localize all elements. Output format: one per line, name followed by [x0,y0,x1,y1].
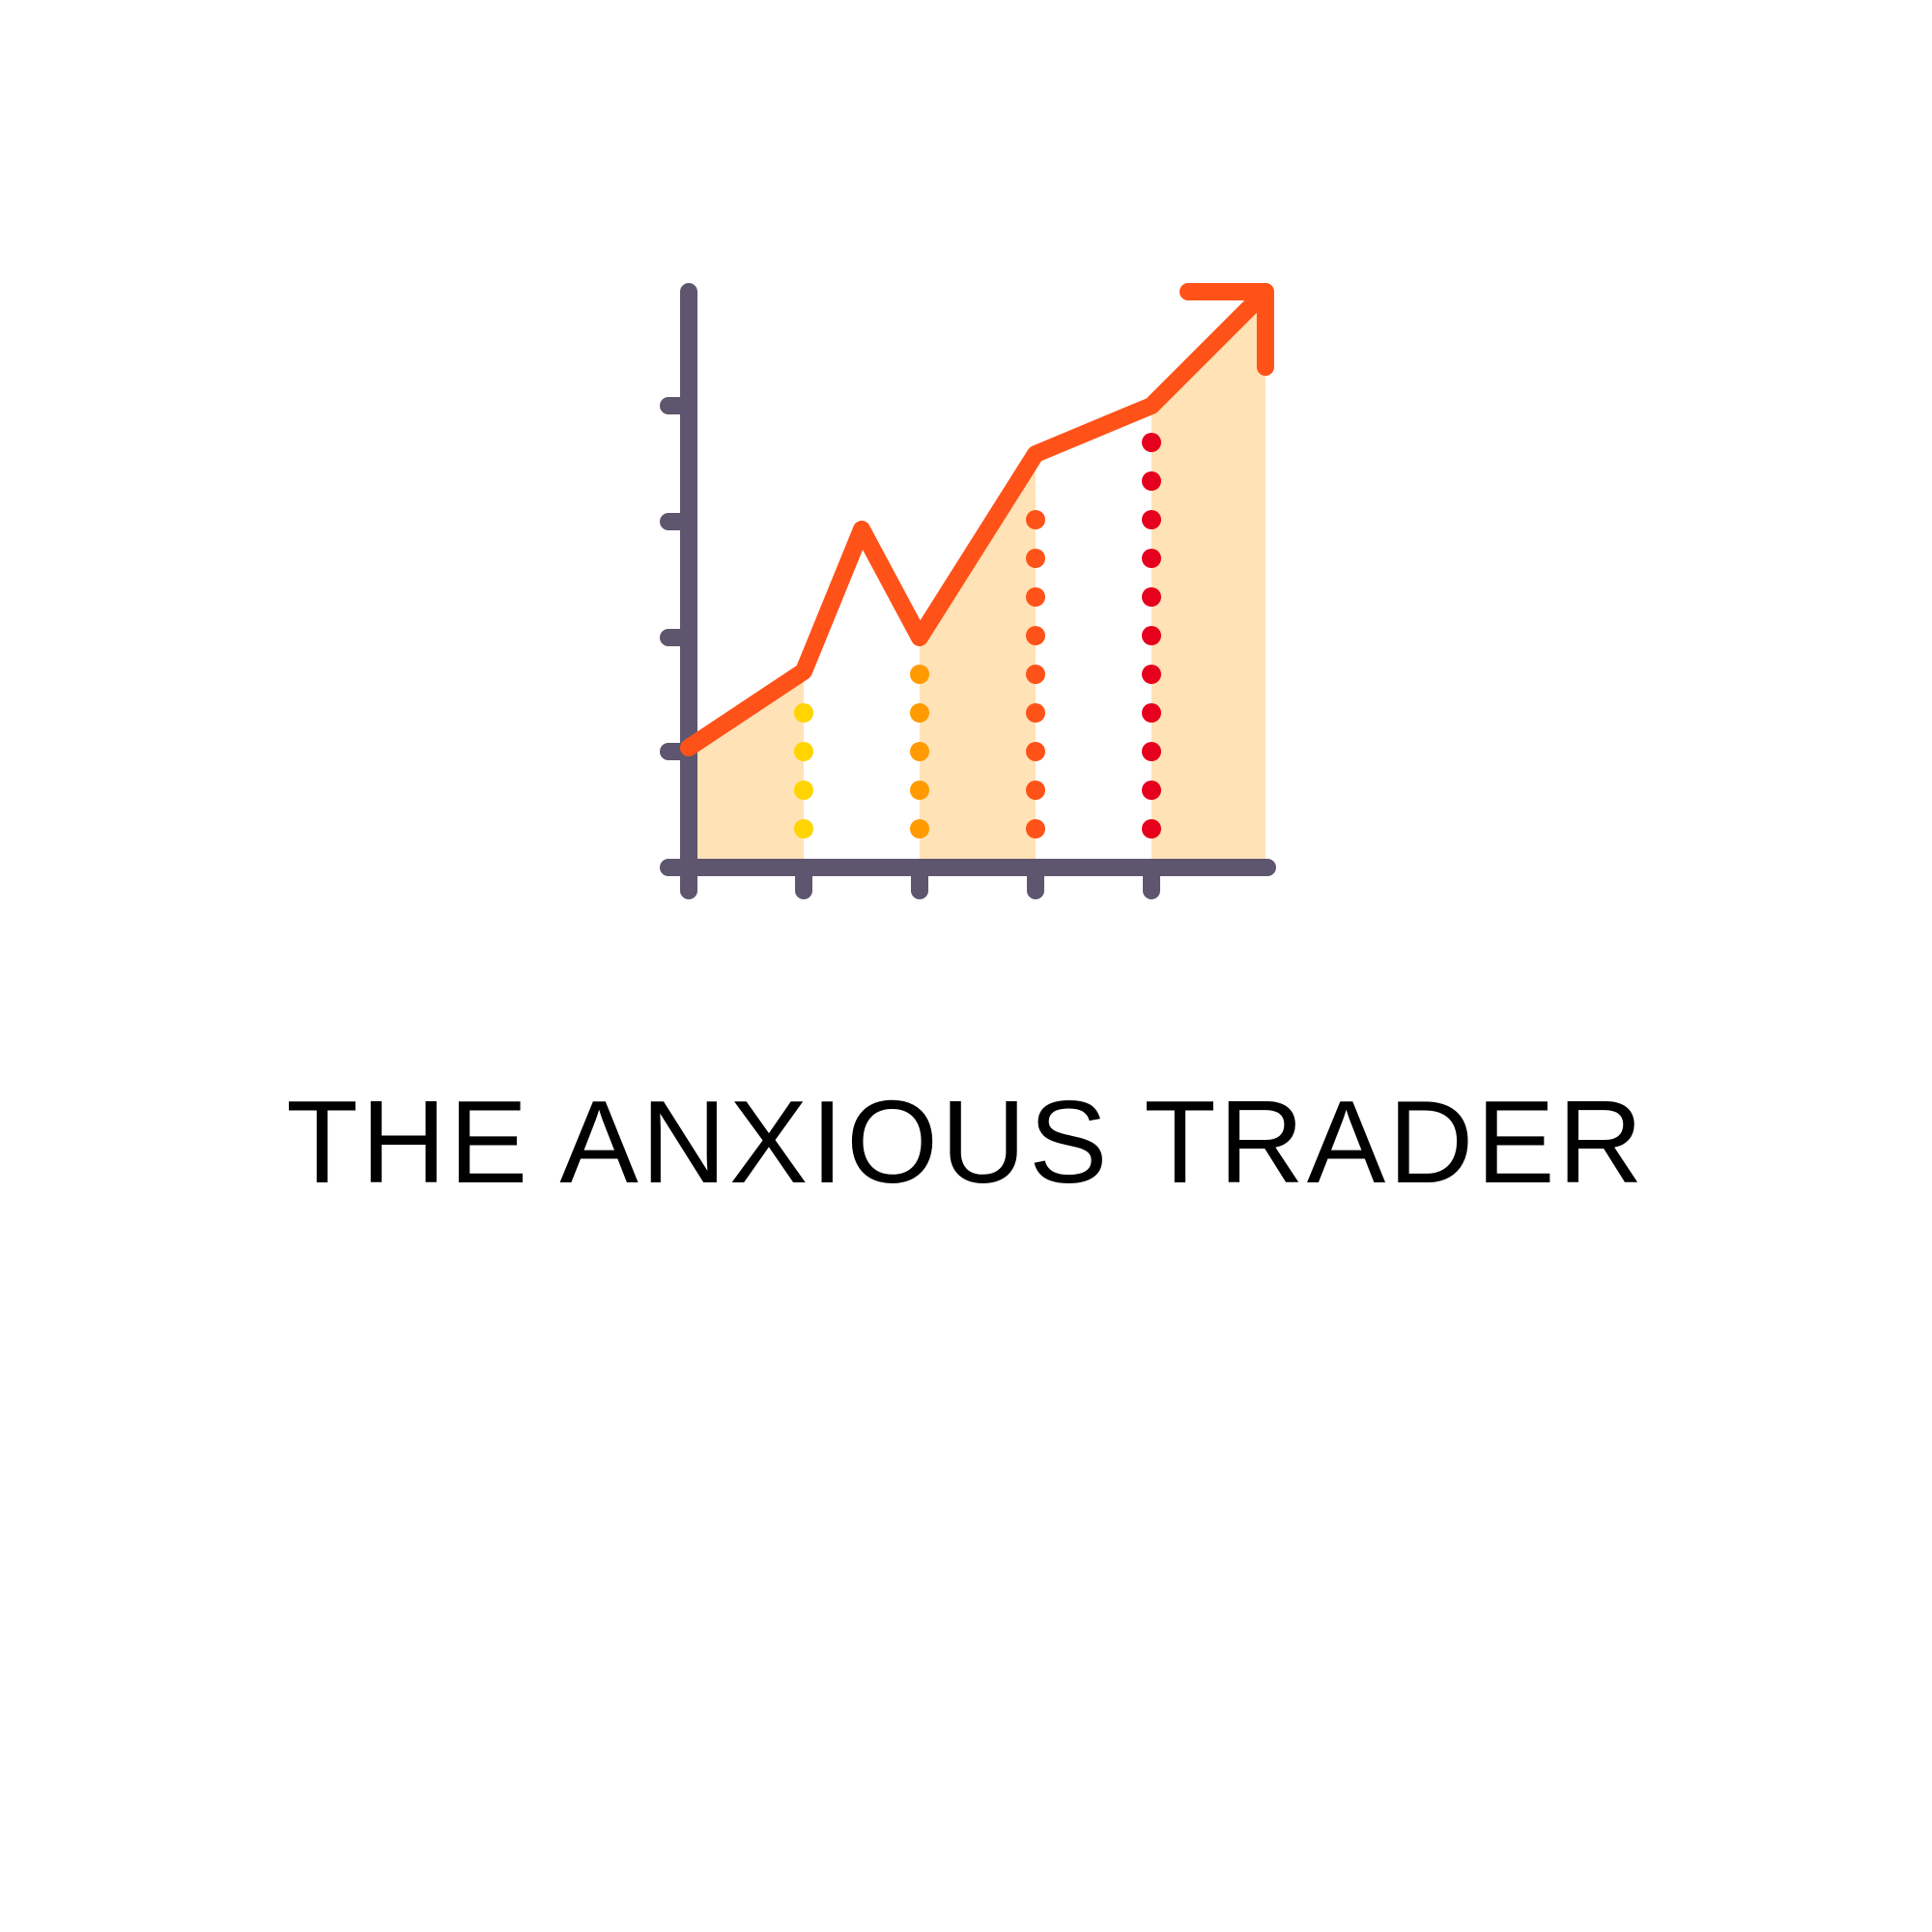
area-fill [689,292,1265,867]
chart-axes [660,283,1276,899]
dotted-guide-3 [1026,510,1045,838]
dotted-guide-1 [794,703,813,838]
area-band-2 [920,454,1036,867]
area-band-3 [1151,292,1265,867]
dotted-guide-2 [910,665,929,838]
brand-name: THE ANXIOUS TRADER [286,1076,1646,1208]
area-band-1 [689,671,804,867]
trend-line [680,283,1274,756]
arrow-head-icon [1179,283,1274,376]
trend-line-path [680,283,1274,756]
dotted-guide-4 [1142,433,1161,838]
